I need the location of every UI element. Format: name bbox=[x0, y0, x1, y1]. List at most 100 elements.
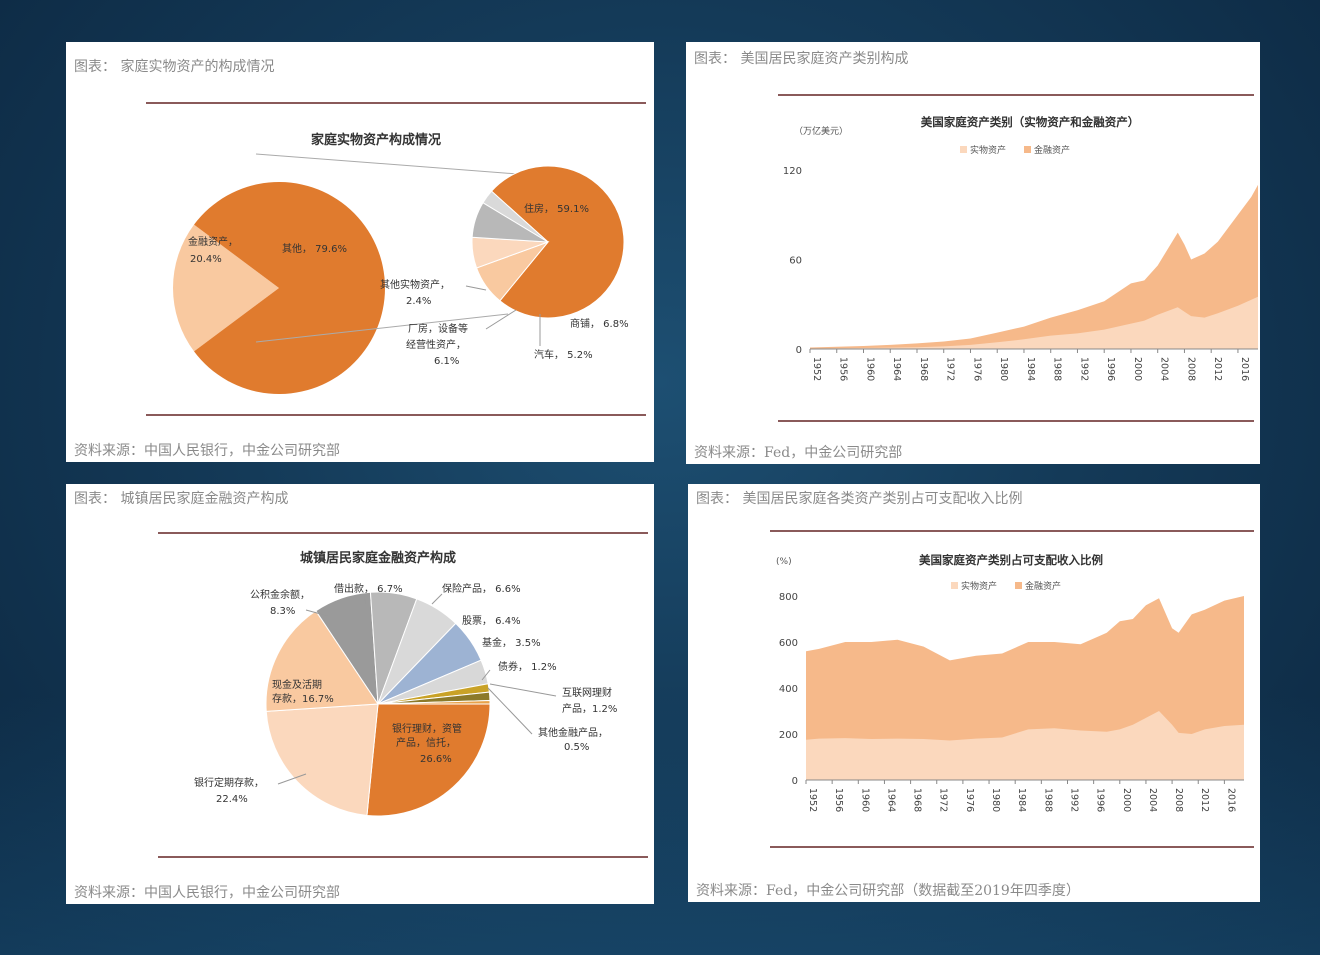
slice-value: 20.4% bbox=[190, 254, 222, 265]
pie-slice-4 bbox=[482, 190, 549, 243]
x-tick-label: 1956 bbox=[833, 788, 844, 812]
x-tick-label: 1996 bbox=[1095, 788, 1106, 812]
x-tick-label: 1992 bbox=[1068, 788, 1079, 812]
y-tick-label: 0 bbox=[792, 776, 798, 787]
legend-label: 金融资产 bbox=[1034, 144, 1070, 156]
x-tick-label: 1972 bbox=[938, 788, 949, 812]
pie-slice-0 bbox=[490, 165, 625, 319]
bottom-rule bbox=[778, 420, 1254, 422]
y-tick-label: 800 bbox=[779, 592, 798, 603]
slice-label: 金融资产， bbox=[188, 235, 238, 248]
y-tick-label: 0 bbox=[796, 345, 802, 356]
x-tick-label: 1964 bbox=[885, 788, 896, 812]
x-tick-label: 1972 bbox=[945, 357, 956, 381]
legend-label: 金融资产 bbox=[1025, 580, 1061, 592]
area-chart-income-ratio: 美国家庭资产类别占可支配收入比例 (%) 实物资产 金融资产 0 200 400 600 800… bbox=[776, 553, 1244, 812]
bottom-rule bbox=[146, 414, 646, 416]
x-tick-label: 2004 bbox=[1147, 788, 1158, 812]
panel-urban-financial-assets: 图表： 城镇居民家庭金融资产构成 城镇居民家庭金融资产构成 银行理财，资管 产品，信… bbox=[66, 484, 654, 904]
bottom-rule bbox=[158, 856, 648, 858]
pie-slice-10 bbox=[377, 699, 491, 705]
legend-swatch-real bbox=[951, 582, 958, 589]
legend-swatch-real bbox=[960, 146, 967, 153]
x-tick-label: 1984 bbox=[1016, 788, 1027, 812]
pie-slice-other bbox=[194, 182, 386, 395]
panel-title: 图表： 美国居民家庭资产类别构成 bbox=[694, 51, 909, 67]
x-tick-label: 1988 bbox=[1042, 788, 1053, 812]
x-tick-label: 2008 bbox=[1185, 357, 1196, 381]
x-tick-label: 1980 bbox=[998, 357, 1009, 381]
x-tick-label: 2004 bbox=[1159, 357, 1170, 381]
y-tick-label: 60 bbox=[789, 256, 802, 267]
top-rule bbox=[778, 94, 1254, 96]
slice-value: 0.5% bbox=[564, 742, 589, 753]
slice-label: 其他金融产品， bbox=[538, 726, 608, 739]
x-tick-label: 2016 bbox=[1239, 357, 1250, 381]
x-tick-label: 1976 bbox=[964, 788, 975, 812]
panel-source: 资料来源：Fed，中金公司研究部 bbox=[694, 445, 903, 461]
x-tick-label: 1976 bbox=[971, 357, 982, 381]
panel-us-assets-income-ratio: 图表： 美国居民家庭各类资产类别占可支配收入比例 美国家庭资产类别占可支配收入比… bbox=[688, 484, 1260, 902]
legend-swatch-financial bbox=[1024, 146, 1031, 153]
top-rule bbox=[158, 532, 648, 534]
x-tick-label: 1968 bbox=[912, 788, 923, 812]
pie-slice-2 bbox=[265, 610, 379, 712]
x-tick-label: 2016 bbox=[1225, 788, 1236, 812]
slice-value: 6.1% bbox=[434, 356, 459, 367]
x-tick-label: 1992 bbox=[1078, 357, 1089, 381]
slice-label: 现金及活期 bbox=[272, 678, 322, 691]
y-axis-unit: (%) bbox=[776, 557, 792, 567]
y-tick-label: 400 bbox=[779, 684, 798, 695]
area-real bbox=[806, 711, 1244, 780]
top-rule bbox=[770, 530, 1254, 532]
panel-source: 资料来源：中国人民银行，中金公司研究部 bbox=[74, 443, 340, 459]
x-tick-label: 1956 bbox=[838, 357, 849, 381]
area-financial bbox=[810, 184, 1258, 349]
leader-line bbox=[305, 609, 329, 617]
x-tick-label: 1960 bbox=[864, 357, 875, 381]
y-tick-label: 600 bbox=[779, 638, 798, 649]
panel-us-asset-composition: 图表： 美国居民家庭资产类别构成 美国家庭资产类别（实物资产和金融资产） （万亿美… bbox=[686, 42, 1260, 464]
slice-label: 债券， 1.2% bbox=[498, 660, 557, 673]
slice-label: 商铺， 6.8% bbox=[570, 317, 629, 330]
slice-label: 其他， 79.6% bbox=[282, 242, 347, 255]
y-axis-unit: （万亿美元） bbox=[794, 125, 848, 137]
slice-label: 保险产品， 6.6% bbox=[442, 582, 521, 595]
slice-label: 存款，16.7% bbox=[272, 692, 334, 705]
slice-label: 厂房，设备等 bbox=[408, 322, 468, 335]
leader-line bbox=[465, 285, 487, 291]
panel-title: 图表： 美国居民家庭各类资产类别占可支配收入比例 bbox=[696, 491, 1023, 507]
legend-swatch-financial bbox=[1015, 582, 1022, 589]
x-tick-label: 1960 bbox=[859, 788, 870, 812]
slice-label: 经营性资产， bbox=[406, 338, 466, 351]
panel-title: 图表： 家庭实物资产的构成情况 bbox=[74, 59, 275, 75]
leader-line bbox=[489, 683, 557, 697]
x-tick-label: 2008 bbox=[1173, 788, 1184, 812]
y-tick-label: 120 bbox=[783, 166, 802, 177]
top-rule bbox=[146, 102, 646, 104]
chart-title: 城镇居民家庭金融资产构成 bbox=[300, 550, 456, 566]
x-tick-label: 1952 bbox=[811, 357, 822, 381]
x-tick-label: 2012 bbox=[1212, 357, 1223, 381]
leader-line bbox=[487, 687, 533, 735]
slice-value: 8.3% bbox=[270, 606, 295, 617]
slice-value: 22.4% bbox=[216, 794, 248, 805]
slice-value: 2.4% bbox=[406, 296, 431, 307]
slice-label: 产品，1.2% bbox=[562, 702, 617, 715]
x-tick-label: 1984 bbox=[1025, 357, 1036, 381]
bottom-rule bbox=[770, 846, 1254, 848]
slice-label: 汽车， 5.2% bbox=[534, 348, 593, 361]
pie-slice-financial bbox=[173, 224, 279, 352]
x-tick-label: 1988 bbox=[1052, 357, 1063, 381]
x-tick-label: 1996 bbox=[1105, 357, 1116, 381]
leader-line bbox=[485, 309, 517, 330]
slice-label: 住房， 59.1% bbox=[524, 202, 589, 215]
panel-source: 资料来源：中国人民银行，中金公司研究部 bbox=[74, 885, 340, 901]
leader-line bbox=[431, 593, 443, 605]
x-tick-label: 1980 bbox=[990, 788, 1001, 812]
panel-source: 资料来源：Fed，中金公司研究部（数据截至2019年四季度） bbox=[696, 883, 1080, 899]
slice-label: 其他实物资产， bbox=[380, 278, 450, 291]
connector-line bbox=[255, 313, 509, 343]
